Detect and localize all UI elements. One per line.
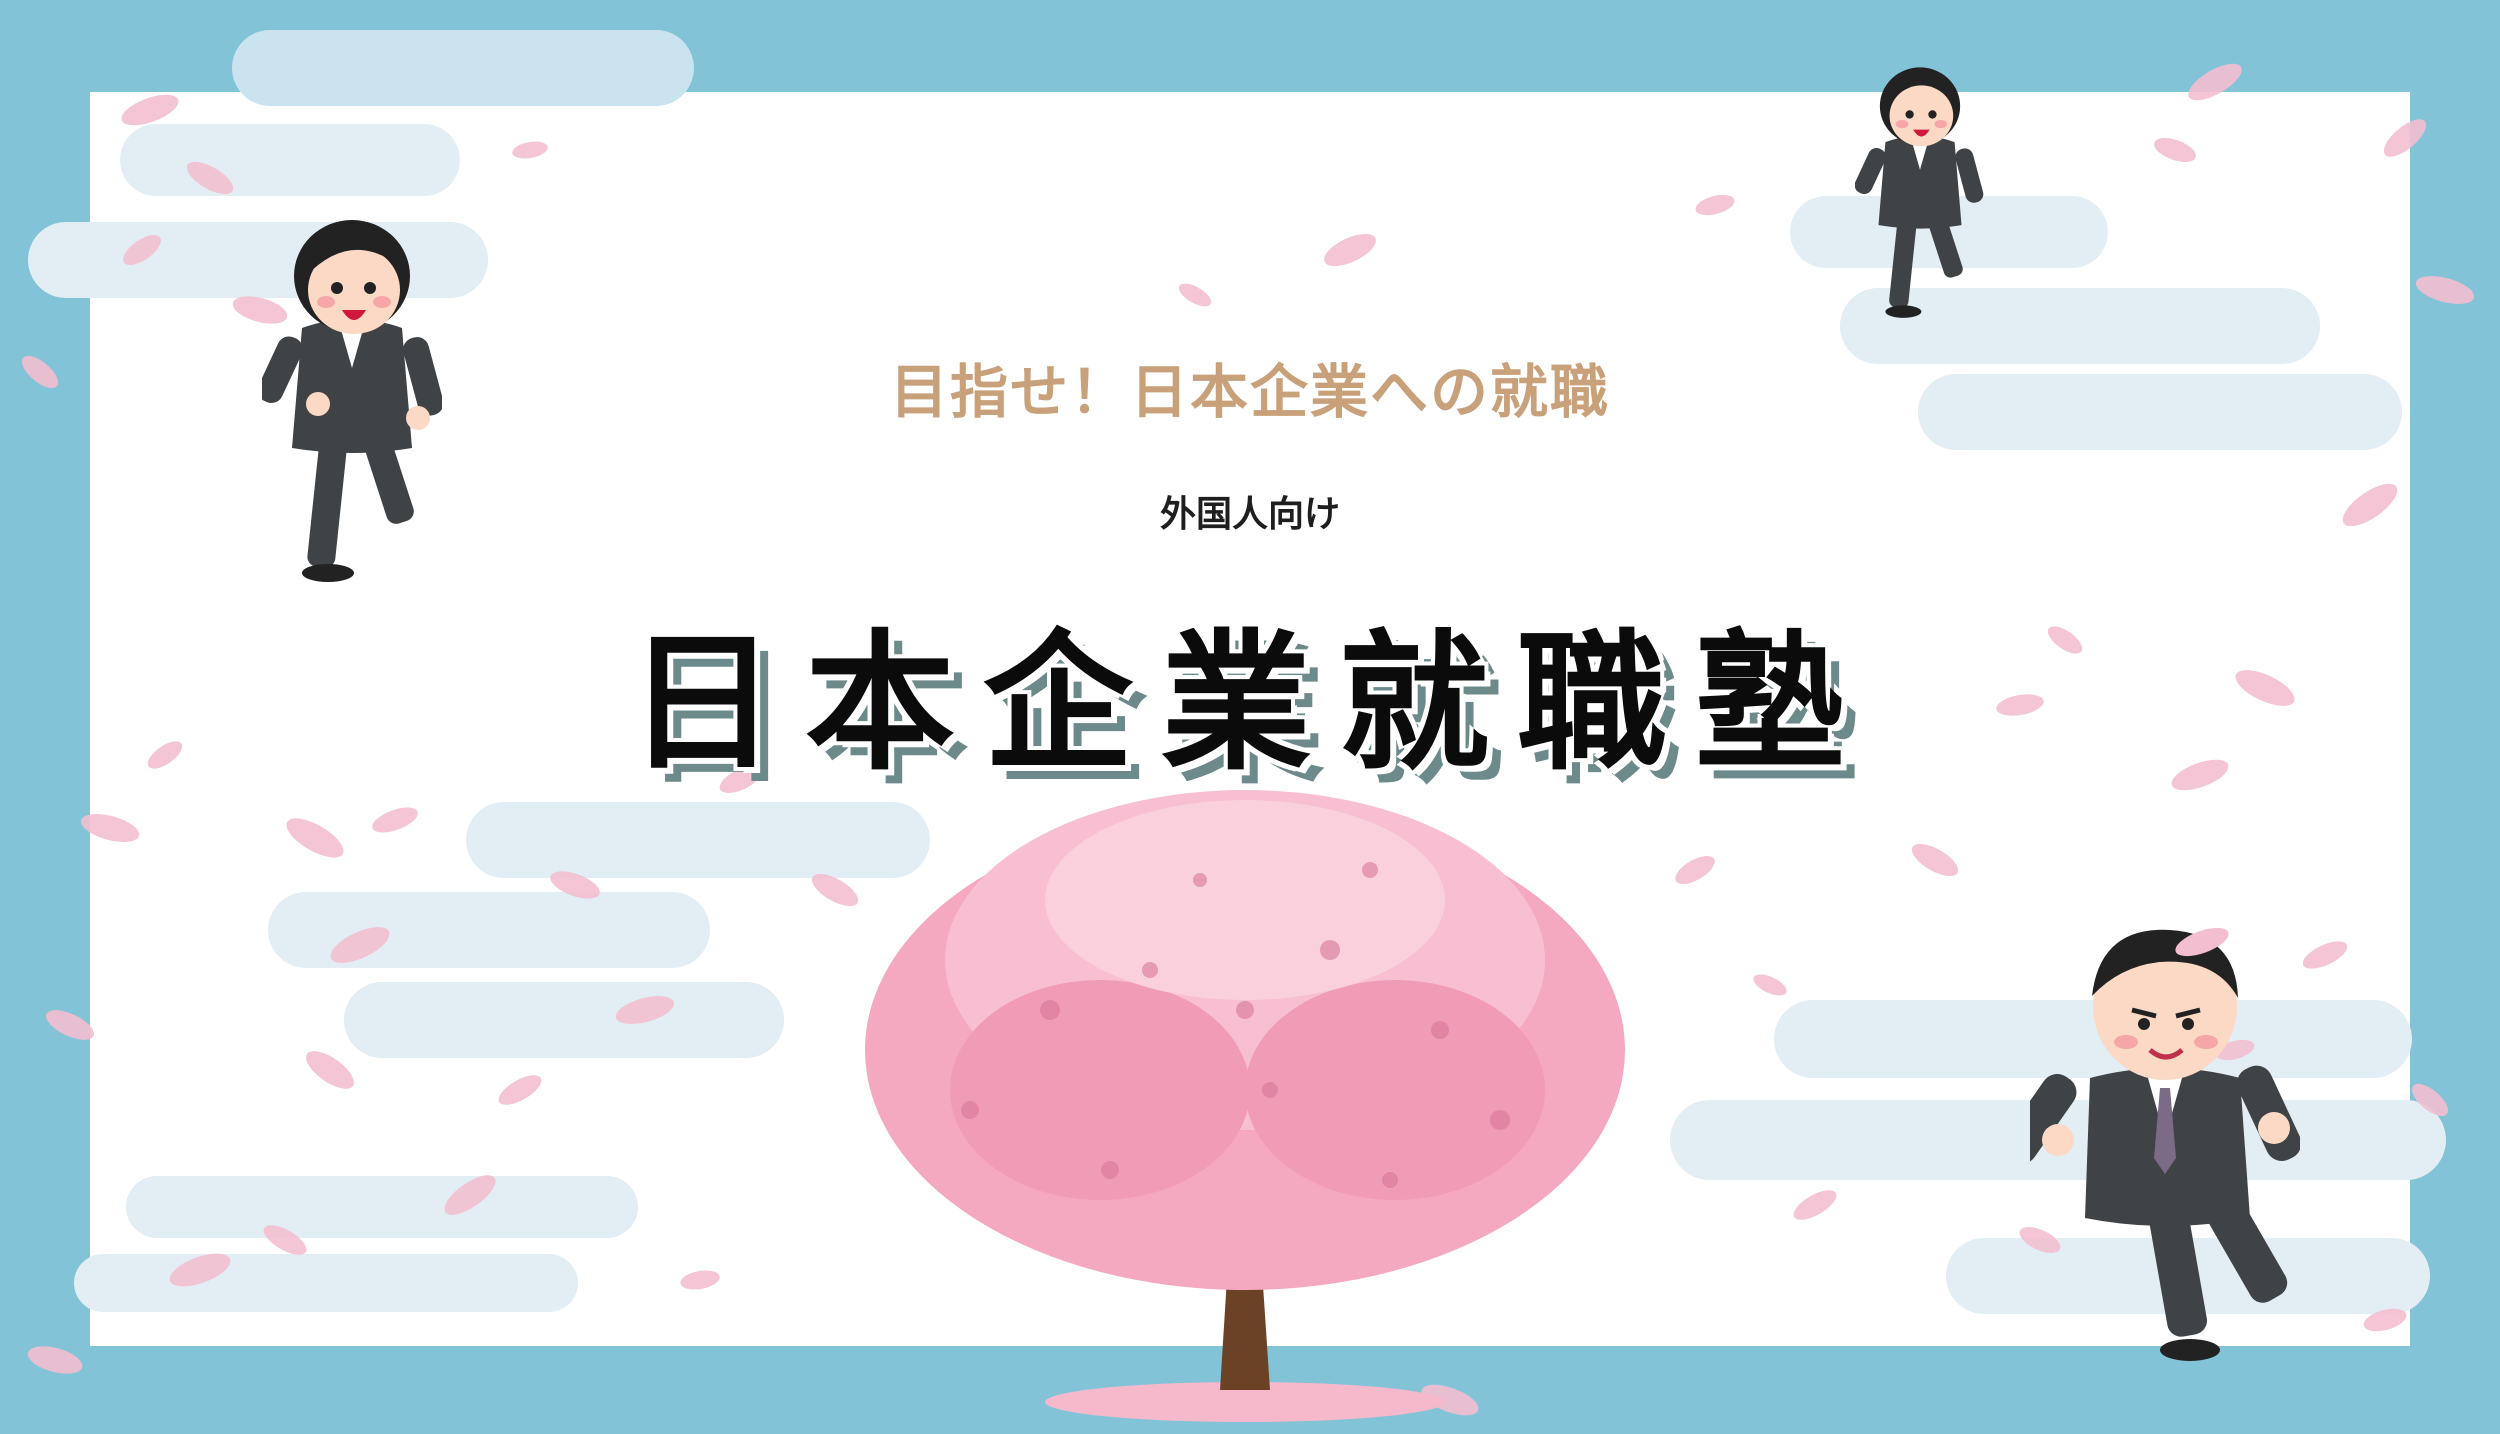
cloud: [74, 1254, 578, 1312]
cherry-blossom-tree-illustration: [865, 790, 1625, 1422]
petal: [169, 1253, 231, 1287]
petal: [1695, 194, 1735, 216]
petal: [27, 1346, 83, 1374]
petal: [1753, 974, 1787, 996]
petal: [21, 355, 59, 389]
petal: [1675, 856, 1715, 884]
cloud: [120, 124, 460, 196]
cloud: [28, 222, 488, 298]
running-businessman-illustration: [2030, 927, 2300, 1361]
petal: [330, 927, 390, 963]
petal: [232, 296, 288, 324]
banner-subtitle: 目指せ！日本企業への就職: [889, 358, 1610, 426]
petal: [2383, 119, 2427, 157]
petal: [2019, 1227, 2061, 1253]
cloud: [466, 802, 930, 878]
petal: [1911, 843, 1959, 877]
running-businesswoman-illustration: [1855, 67, 1984, 318]
petal: [286, 818, 344, 858]
petal: [306, 1051, 354, 1089]
cloud: [1774, 1000, 2412, 1078]
petal: [1996, 694, 2044, 716]
cloud: [344, 982, 784, 1058]
petal: [2415, 276, 2475, 304]
petal: [186, 161, 234, 195]
petal: [2342, 483, 2398, 527]
petal: [615, 996, 675, 1024]
petal: [2047, 626, 2083, 654]
audience-label: 外国人向け: [1159, 494, 1340, 535]
banner-title: 日本企業就職塾: [626, 615, 1873, 791]
petal: [2302, 941, 2348, 969]
petal: [45, 1010, 95, 1040]
petal: [1793, 1190, 1837, 1220]
petal: [498, 1075, 542, 1105]
petal: [80, 814, 140, 842]
petal: [2154, 137, 2196, 163]
petal: [2171, 759, 2229, 791]
petal: [147, 741, 183, 769]
petal: [680, 1270, 720, 1290]
petal: [719, 767, 761, 793]
petal: [1421, 1384, 1479, 1416]
petal: [512, 141, 548, 159]
petal: [1324, 233, 1376, 267]
cloud: [232, 30, 694, 106]
petal: [2411, 1083, 2449, 1117]
petal: [2363, 1308, 2407, 1332]
petal: [444, 1175, 496, 1215]
petal: [550, 871, 600, 899]
petal: [372, 807, 418, 833]
petal: [263, 1225, 307, 1255]
cloud: [126, 1176, 638, 1238]
petal: [123, 234, 161, 266]
running-businesswoman-illustration: [262, 220, 442, 582]
cloud: [1918, 374, 2402, 450]
petal: [2188, 63, 2242, 101]
petal: [811, 873, 859, 907]
petal: [2235, 670, 2295, 706]
cloud: [1840, 288, 2320, 364]
petal: [1178, 283, 1212, 307]
petal: [121, 94, 179, 126]
